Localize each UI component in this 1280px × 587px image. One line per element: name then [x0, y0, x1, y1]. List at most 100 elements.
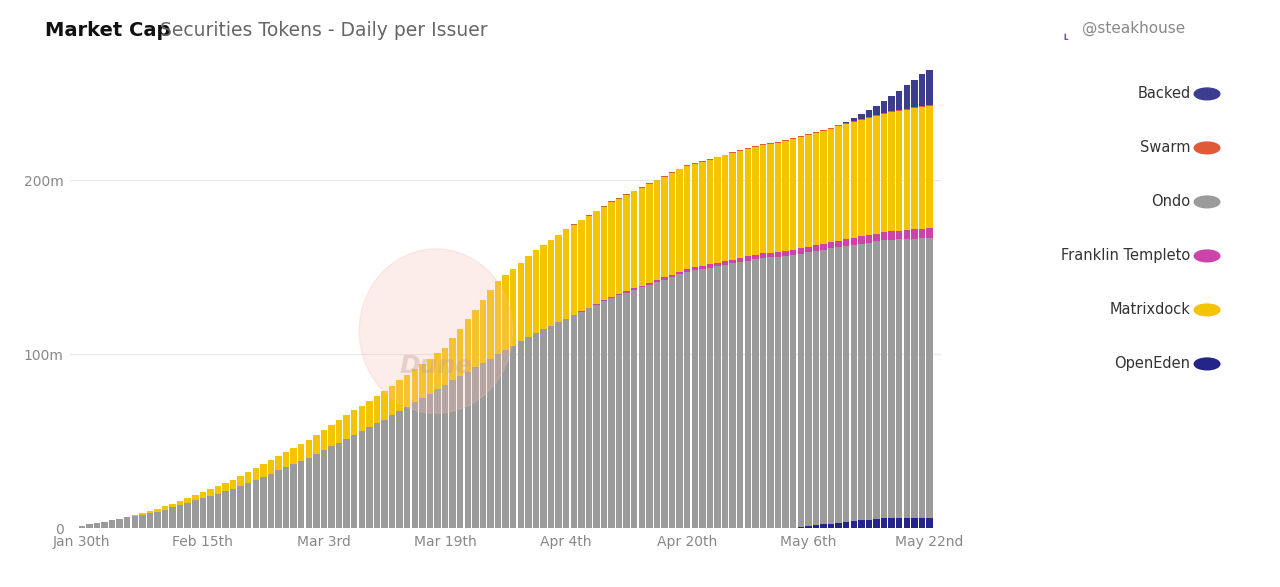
- Text: Market Cap: Market Cap: [45, 21, 170, 39]
- Bar: [631, 191, 637, 288]
- Bar: [639, 286, 645, 288]
- Bar: [873, 106, 879, 115]
- Bar: [374, 396, 380, 423]
- Bar: [192, 495, 198, 501]
- Bar: [881, 114, 887, 232]
- Bar: [488, 291, 494, 359]
- Bar: [556, 235, 562, 322]
- Bar: [745, 257, 751, 261]
- Bar: [873, 234, 879, 241]
- Bar: [684, 272, 690, 528]
- Bar: [707, 264, 713, 268]
- Bar: [669, 275, 676, 277]
- Bar: [472, 309, 479, 367]
- Bar: [358, 431, 365, 528]
- Bar: [623, 291, 630, 293]
- Bar: [623, 195, 630, 291]
- Bar: [850, 118, 858, 122]
- Bar: [881, 518, 887, 528]
- Text: Matrixdock: Matrixdock: [1110, 302, 1190, 318]
- Bar: [865, 242, 872, 519]
- Bar: [699, 269, 705, 528]
- Bar: [858, 237, 864, 244]
- Bar: [911, 239, 918, 518]
- Bar: [608, 297, 614, 298]
- Bar: [571, 315, 577, 528]
- Bar: [472, 367, 479, 528]
- Bar: [268, 460, 274, 474]
- Bar: [631, 288, 637, 290]
- Bar: [328, 446, 335, 528]
- Text: Dune: Dune: [399, 355, 472, 378]
- Bar: [844, 239, 850, 246]
- Bar: [616, 198, 622, 199]
- Bar: [223, 491, 229, 528]
- Bar: [109, 520, 115, 528]
- Bar: [836, 523, 842, 528]
- Bar: [101, 521, 108, 528]
- Bar: [291, 464, 297, 528]
- Text: Franklin Templeto: Franklin Templeto: [1061, 248, 1190, 264]
- Bar: [419, 364, 425, 398]
- Text: @steakhouse: @steakhouse: [1082, 21, 1185, 36]
- Bar: [283, 467, 289, 528]
- Bar: [797, 248, 804, 254]
- Bar: [919, 518, 925, 528]
- Bar: [745, 149, 751, 257]
- Bar: [154, 509, 161, 512]
- Bar: [177, 505, 183, 528]
- Bar: [797, 136, 804, 137]
- Bar: [646, 283, 653, 285]
- Bar: [608, 298, 614, 528]
- Bar: [865, 110, 872, 117]
- Bar: [600, 206, 607, 207]
- Bar: [540, 245, 547, 329]
- Bar: [662, 177, 668, 277]
- Bar: [774, 252, 781, 257]
- Bar: [805, 247, 812, 252]
- Bar: [646, 183, 653, 184]
- Bar: [813, 251, 819, 525]
- Bar: [865, 235, 872, 242]
- Bar: [730, 259, 736, 264]
- Bar: [911, 518, 918, 528]
- Bar: [314, 435, 320, 454]
- Bar: [919, 238, 925, 518]
- Bar: [850, 238, 858, 245]
- Bar: [548, 240, 554, 326]
- Bar: [858, 521, 864, 528]
- Bar: [200, 498, 206, 528]
- Bar: [579, 221, 585, 312]
- Bar: [86, 524, 92, 528]
- Bar: [684, 166, 690, 269]
- Bar: [760, 144, 767, 145]
- Bar: [268, 474, 274, 528]
- Bar: [563, 319, 570, 528]
- Bar: [919, 229, 925, 238]
- Bar: [881, 232, 887, 240]
- Bar: [865, 118, 872, 235]
- Bar: [881, 113, 887, 114]
- Bar: [488, 359, 494, 528]
- Bar: [881, 240, 887, 518]
- Bar: [434, 353, 440, 389]
- Bar: [669, 277, 676, 528]
- Bar: [753, 259, 759, 528]
- Bar: [888, 239, 895, 518]
- Bar: [850, 122, 858, 238]
- Bar: [238, 475, 244, 486]
- Bar: [836, 247, 842, 523]
- Bar: [896, 231, 902, 239]
- Bar: [366, 427, 372, 528]
- Bar: [676, 170, 684, 272]
- Bar: [78, 526, 84, 528]
- Bar: [820, 130, 827, 131]
- Bar: [904, 518, 910, 528]
- Bar: [805, 134, 812, 136]
- Bar: [419, 398, 425, 528]
- Bar: [691, 268, 698, 271]
- Text: Swarm: Swarm: [1140, 140, 1190, 156]
- Bar: [412, 402, 419, 528]
- Bar: [600, 207, 607, 301]
- Bar: [389, 415, 396, 528]
